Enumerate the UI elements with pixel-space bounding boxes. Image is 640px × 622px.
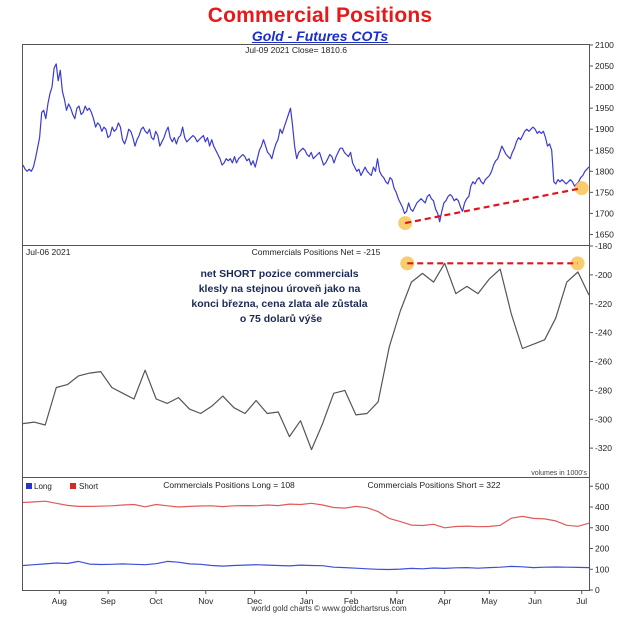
x-tick-label-nov: Nov [198,596,214,606]
y-tick-label-p2-0: 0 [595,585,600,595]
y-tick-label-p1-4: -240 [595,328,612,338]
chart-title: Commercial Positions [207,4,433,27]
y-tick-label-p1-1: -300 [595,414,612,424]
net-annotation-line-1: net SHORT pozice commercials [200,268,358,280]
net-panel-frame [22,245,590,478]
x-tick-label-may: May [481,596,498,606]
net-line [22,262,590,451]
y-tick-label-p1-7: -180 [595,241,612,251]
y-tick-label-p1-0: -320 [595,443,612,453]
legend-short-swatch [70,483,76,489]
legend-long-label: Long [34,482,52,491]
y-tick-label-p2-3: 300 [595,523,609,533]
x-tick-label-feb: Feb [344,596,359,606]
y-tick-label-p0-4: 1850 [595,145,614,155]
price-trend-end-marker [574,181,589,196]
footer-credit: world gold charts © www.goldchartsrus.co… [250,604,407,613]
net-annotation-line-4: o 75 dolarů výše [240,313,322,325]
y-tick-label-p2-1: 100 [595,564,609,574]
x-tick-label-jul: Jul [576,596,587,606]
price-line [22,63,590,223]
x-tick-label-jun: Jun [528,596,542,606]
chart-subtitle: Gold - Futures COTs [251,28,389,44]
x-tick-label-apr: Apr [438,596,451,606]
x-tick-label-jan: Jan [300,596,314,606]
y-tick-label-p0-8: 2050 [595,61,614,71]
x-tick-label-mar: Mar [390,596,405,606]
legend-short-label: Short [79,482,99,491]
x-tick-label-dec: Dec [247,596,263,606]
net-annotation: net SHORT pozice commercials klesly na s… [191,268,370,325]
net-annotation-line-3: konci března, cena zlata ale zůstala [191,298,367,310]
net-panel-title: Commercials Positions Net = -215 [252,247,381,257]
net-panel-date: Jul-06 2021 [26,247,71,257]
y-tick-label-p0-6: 1950 [595,103,614,113]
y-tick-label-p0-2: 1750 [595,187,614,197]
y-tick-label-p0-5: 1900 [595,124,614,134]
y-tick-label-p0-0: 1650 [595,229,614,239]
net-annotation-line-2: klesly na stejnou úroveň jako na [199,283,361,295]
x-tick-label-oct: Oct [149,596,163,606]
price-panel-frame [22,44,590,246]
y-tick-label-p0-3: 1800 [595,166,614,176]
y-tick-label-p2-4: 400 [595,502,609,512]
longshort-panel-frame [22,477,590,591]
volumes-note: volumes in 1000's [531,470,587,477]
y-tick-label-p0-9: 2100 [595,40,614,50]
y-tick-label-p2-5: 500 [595,481,609,491]
y-tick-label-p2-2: 200 [595,544,609,554]
y-tick-label-p0-1: 1700 [595,208,614,218]
x-tick-label-sep: Sep [101,596,116,606]
y-tick-label-p1-6: -200 [595,270,612,280]
y-tick-label-p1-2: -280 [595,385,612,395]
long-panel-title: Commercials Positions Long = 108 [163,480,295,490]
legend-long-swatch [26,483,32,489]
price-panel-title: Jul-09 2021 Close= 1810.6 [245,45,347,55]
long-line [22,560,590,571]
y-tick-label-p0-7: 2000 [595,82,614,92]
y-tick-label-p1-3: -260 [595,357,612,367]
x-tick-label-aug: Aug [52,596,67,606]
short-line [22,500,590,529]
y-tick-label-p1-5: -220 [595,299,612,309]
short-panel-title: Commercials Positions Short = 322 [368,480,501,490]
